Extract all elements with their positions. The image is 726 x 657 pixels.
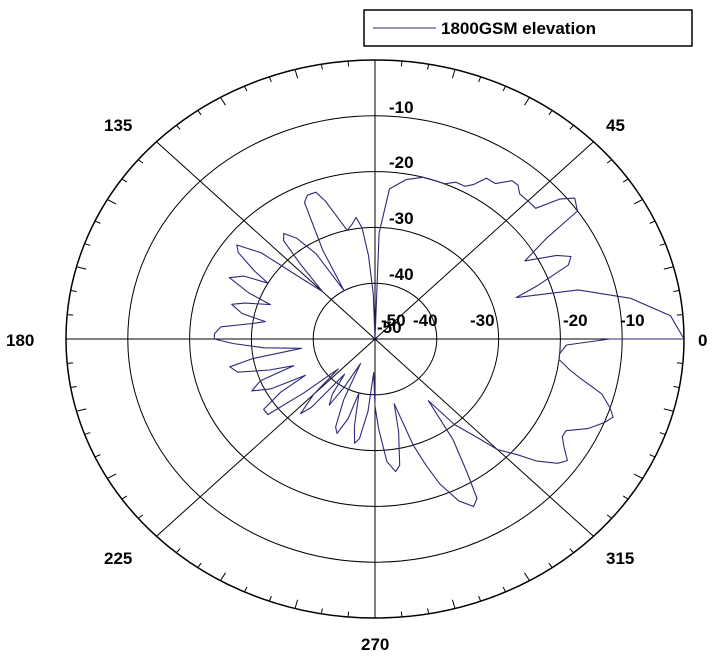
radial-tick-label-right--30: -30 (470, 311, 495, 330)
boundary-tick (427, 608, 430, 614)
boundary-tick (606, 514, 613, 519)
boundary-tick (633, 473, 643, 479)
boundary-tick (548, 110, 553, 116)
boundary-tick (320, 608, 323, 614)
boundary-tick (569, 124, 574, 130)
angle-label-180: 180 (6, 331, 34, 350)
boundary-tick (84, 243, 91, 246)
boundary-tick (659, 243, 666, 246)
boundary-tick (76, 408, 87, 412)
legend: 1800GSM elevation (363, 9, 693, 47)
angle-labels: 0 45 135 180 225 270 315 (6, 116, 707, 654)
boundary-tick (94, 220, 101, 224)
boundary-tick (400, 611, 403, 617)
boundary-tick (107, 199, 117, 205)
boundary-tick (294, 69, 299, 79)
boundary-tick (137, 514, 144, 519)
radial-tick-label-up--50: -50 (377, 318, 402, 337)
boundary-tick (176, 548, 181, 554)
boundary-tick (524, 97, 530, 106)
boundary-tick (502, 586, 507, 593)
boundary-tick (76, 266, 87, 270)
angle-label-0: 0 (698, 331, 707, 350)
boundary-tick (347, 61, 350, 67)
boundary-tick (663, 408, 674, 412)
boundary-tick (197, 110, 202, 116)
radial-tick-label-right--40: -40 (413, 311, 438, 330)
angle-label-270: 270 (361, 635, 389, 654)
boundary-tick (294, 599, 299, 609)
boundary-tick (478, 76, 482, 83)
radial-tick-label-right--20: -20 (563, 311, 588, 330)
radial-tick-labels: -10 -20 -30 -40 -50 -50 -40 -30 -20 -10 (377, 98, 645, 337)
series-layer (213, 176, 685, 508)
angle-label-45: 45 (606, 116, 625, 135)
legend-entry-label: 1800GSM elevation (441, 19, 596, 38)
series-line-0 (213, 176, 685, 508)
boundary-tick (659, 432, 666, 435)
radial-tick-label-up--40: -40 (389, 265, 414, 284)
boundary-tick (347, 611, 350, 617)
boundary-tick (548, 562, 553, 568)
boundary-tick (94, 454, 101, 458)
boundary-tick (622, 495, 629, 500)
boundary-tick (633, 199, 643, 205)
boundary-tick (220, 97, 226, 106)
boundary-tick (70, 290, 77, 292)
angle-label-135: 135 (104, 116, 132, 135)
angle-label-315: 315 (606, 549, 634, 568)
boundary-tick (107, 473, 117, 479)
boundary-tick (663, 266, 674, 270)
boundary-tick (121, 178, 128, 183)
boundary-tick (137, 159, 144, 164)
boundary-tick (320, 64, 323, 70)
radial-tick-label-up--20: -20 (389, 153, 414, 172)
boundary-tick (649, 454, 656, 458)
angle-label-225: 225 (104, 549, 132, 568)
boundary-tick (478, 595, 482, 602)
boundary-tick (400, 61, 403, 67)
boundary-tick (176, 124, 181, 130)
radial-tick-label-right--50: -50 (381, 311, 406, 330)
boundary-tick (121, 495, 128, 500)
boundary-tick (220, 572, 226, 581)
boundary-tick (268, 595, 272, 602)
radial-tick-label-up--10: -10 (389, 98, 414, 117)
boundary-tick (84, 432, 91, 435)
radial-tick-label-up--30: -30 (389, 209, 414, 228)
boundary-tick (524, 572, 530, 581)
boundary-tick (451, 599, 456, 609)
boundary-tick (649, 220, 656, 224)
boundary-tick (197, 562, 202, 568)
boundary-tick (606, 159, 613, 164)
boundary-tick (451, 69, 456, 79)
boundary-tick (70, 386, 77, 388)
boundary-tick (673, 386, 680, 388)
radial-tick-label-right--10: -10 (620, 311, 645, 330)
boundary-tick (502, 85, 507, 92)
boundary-tick (569, 548, 574, 554)
boundary-tick (622, 178, 629, 183)
boundary-tick (243, 586, 248, 593)
boundary-tick (427, 64, 430, 70)
boundary-tick (673, 290, 680, 292)
boundary-tick (243, 85, 248, 92)
boundary-tick (268, 76, 272, 83)
